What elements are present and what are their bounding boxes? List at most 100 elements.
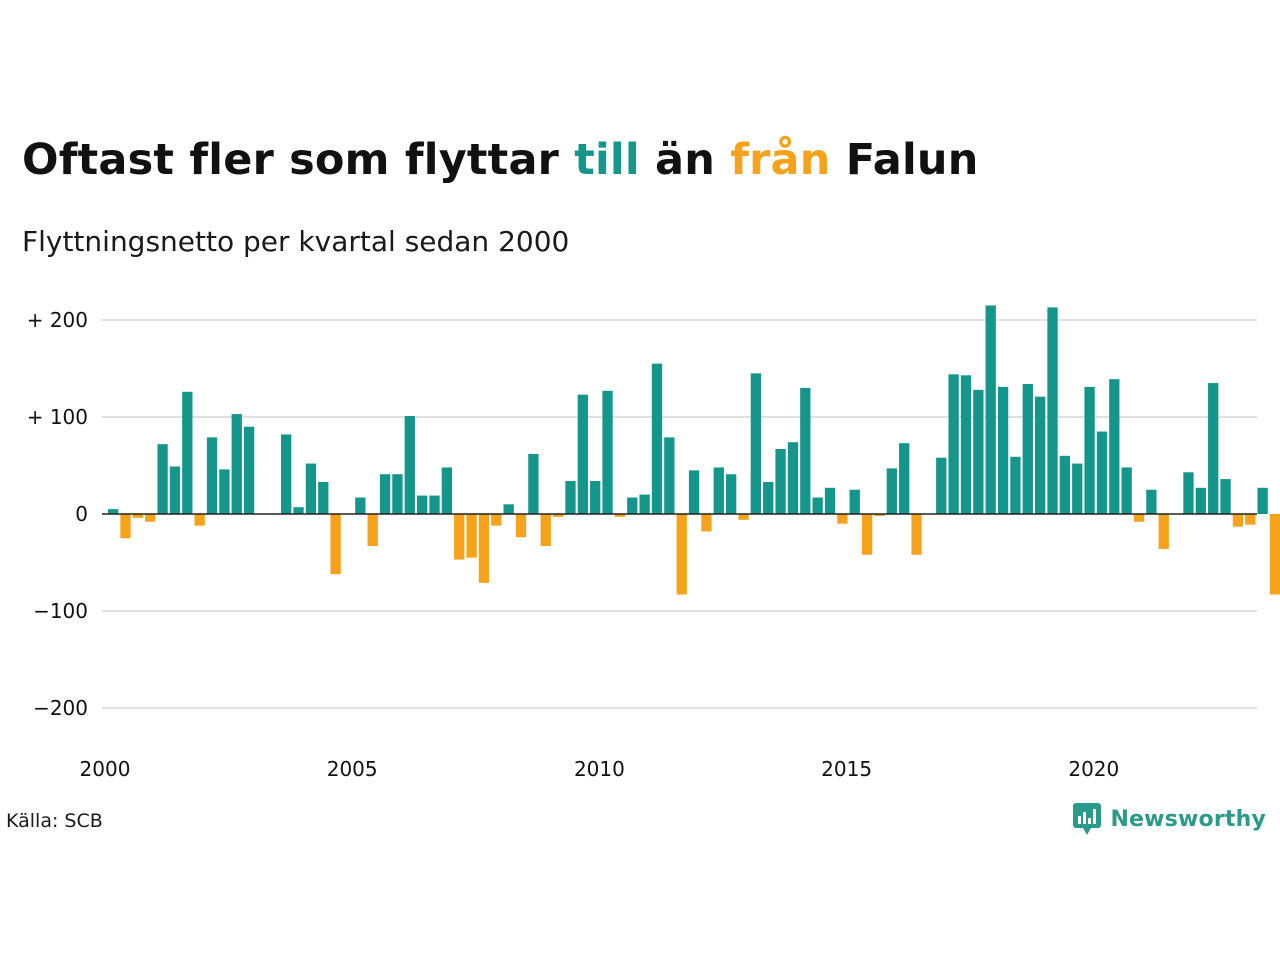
- bar: [231, 414, 242, 514]
- bar: [1109, 379, 1120, 514]
- newsworthy-logo-icon: [1073, 803, 1102, 835]
- bar: [750, 373, 762, 514]
- bar: [837, 514, 848, 524]
- bar: [738, 514, 749, 520]
- bar: [194, 514, 205, 526]
- brand-name: Newsworthy: [1110, 806, 1266, 832]
- bar: [132, 514, 144, 518]
- bar: [1232, 514, 1244, 527]
- bar: [664, 437, 675, 514]
- bar: [614, 514, 626, 517]
- bar: [726, 474, 737, 514]
- bar: [775, 449, 786, 514]
- bar: [1096, 431, 1108, 514]
- x-tick-label: 2015: [821, 757, 872, 781]
- bar: [528, 453, 539, 514]
- bar: [651, 363, 663, 514]
- bar: [1269, 514, 1280, 595]
- bar: [602, 390, 613, 514]
- bar: [182, 391, 193, 514]
- bar: [985, 305, 996, 514]
- bar: [639, 494, 650, 514]
- chart-title: Oftast fler som flyttar till än från Fal…: [22, 132, 979, 188]
- bar: [318, 481, 329, 514]
- bar: [1035, 396, 1046, 514]
- bar: [590, 481, 601, 514]
- title-word-till: till: [574, 135, 640, 185]
- title-part-2: än: [639, 135, 731, 185]
- bar: [800, 387, 811, 514]
- bar: [1010, 456, 1021, 514]
- bar: [1158, 514, 1169, 549]
- bar: [763, 481, 774, 514]
- bar: [824, 487, 836, 514]
- bar: [1208, 383, 1219, 514]
- x-tick-label: 2005: [327, 757, 378, 781]
- bar: [478, 514, 490, 583]
- bar: [688, 470, 700, 514]
- title-part-1: Oftast fler som flyttar: [22, 135, 575, 185]
- bar: [577, 394, 588, 514]
- bar: [1022, 384, 1033, 514]
- bar: [243, 426, 255, 514]
- bar: [503, 504, 514, 514]
- bar: [552, 514, 564, 517]
- bar: [874, 514, 885, 516]
- bar: [1245, 514, 1256, 525]
- bar: [392, 474, 403, 514]
- bar: [157, 444, 168, 514]
- bar: [367, 514, 378, 547]
- source-note: Källa: SCB: [6, 810, 103, 832]
- bar: [701, 514, 712, 532]
- bar: [108, 509, 119, 514]
- bar: [355, 497, 366, 514]
- bar: [120, 514, 131, 539]
- bar: [1121, 467, 1132, 514]
- bar: [812, 497, 823, 514]
- x-tick-label: 2010: [574, 757, 625, 781]
- bar: [145, 514, 156, 522]
- y-tick-label: + 200: [27, 308, 88, 332]
- bar: [1257, 487, 1268, 514]
- y-axis-ticks: + 200 + 100 0 −100 −200: [27, 308, 88, 720]
- bar: [206, 437, 218, 514]
- x-axis-ticks: 2000 2005 2010 2015 2020: [80, 757, 1120, 781]
- title-word-fran: från: [730, 135, 831, 185]
- bar: [886, 468, 897, 514]
- bar-chart: + 200 + 100 0 −100 −200 2000 2005 2010 2015 2020: [27, 305, 1280, 781]
- bar: [1220, 479, 1231, 514]
- bar: [1195, 487, 1206, 514]
- bar: [1059, 455, 1071, 514]
- bar: [441, 467, 453, 514]
- bar: [305, 463, 317, 514]
- bar: [466, 514, 477, 558]
- bar: [1072, 463, 1083, 514]
- bar: [565, 481, 576, 514]
- bar: [861, 514, 873, 555]
- bar: [676, 514, 687, 595]
- x-tick-label: 2020: [1068, 757, 1119, 781]
- y-tick-label: −100: [33, 599, 88, 623]
- bar: [787, 442, 799, 514]
- bar: [713, 467, 724, 514]
- bar: [169, 466, 181, 514]
- bar: [293, 507, 304, 514]
- bar: [515, 514, 527, 538]
- bar: [1146, 489, 1157, 514]
- bar: [973, 389, 984, 514]
- bar: [417, 495, 428, 514]
- bar: [1084, 386, 1095, 514]
- bar: [1047, 307, 1058, 514]
- bar: [960, 375, 972, 514]
- bar: [454, 514, 465, 560]
- bar: [899, 443, 910, 514]
- title-part-3: Falun: [830, 135, 979, 185]
- y-tick-label: 0: [75, 502, 88, 526]
- bar: [1183, 472, 1194, 514]
- grid-lines: [102, 319, 1257, 709]
- bar: [540, 514, 551, 547]
- brand-logo: Newsworthy: [1072, 802, 1266, 836]
- bar: [429, 495, 440, 514]
- bar: [281, 434, 292, 514]
- bars: [108, 305, 1280, 595]
